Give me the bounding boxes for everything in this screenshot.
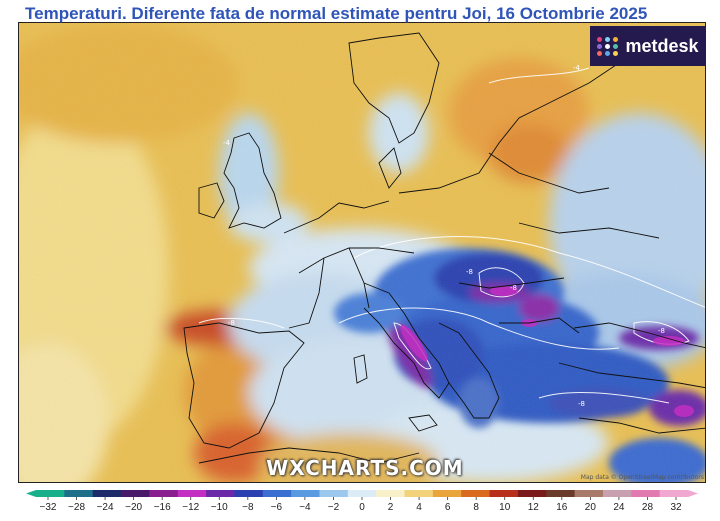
map-credit: Map data © OpenStreetMap contributors bbox=[580, 474, 704, 481]
map-title: Temperaturi. Diferente fata de normal es… bbox=[25, 4, 648, 23]
scale-tick-label: 8 bbox=[473, 502, 479, 513]
temperature-anomaly-map bbox=[18, 22, 706, 483]
scale-segment bbox=[432, 490, 462, 497]
color-scale-bar: −32 −28 −24 −20 −16 −12 −10 −8 −6 −4 −2 0 2 4 6 8 10 12 16… bbox=[26, 490, 698, 513]
scale-tick-label: 0 bbox=[359, 502, 365, 513]
scale-segment bbox=[319, 490, 349, 497]
scale-tick-label: −16 bbox=[154, 502, 171, 513]
logo-dot bbox=[605, 43, 611, 49]
scale-tick-label: 4 bbox=[416, 502, 422, 513]
scale-segment bbox=[92, 490, 122, 497]
scale-tick-label: 20 bbox=[585, 502, 597, 513]
scale-segment bbox=[262, 490, 292, 497]
scale-segment bbox=[347, 490, 377, 497]
scale-segment bbox=[546, 490, 576, 497]
scale-segment bbox=[376, 490, 406, 497]
map-canvas bbox=[19, 23, 705, 482]
scale-segment bbox=[404, 490, 434, 497]
scale-segment bbox=[659, 490, 689, 497]
scale-segment bbox=[121, 490, 150, 497]
scale-tick-label: −12 bbox=[182, 502, 199, 513]
scale-tick-label: −10 bbox=[211, 502, 228, 513]
scale-segment bbox=[291, 490, 320, 497]
scale-segment bbox=[177, 490, 207, 497]
scale-tick-label: −20 bbox=[125, 502, 142, 513]
scale-segment bbox=[517, 490, 547, 497]
scale-tick-label: 16 bbox=[556, 502, 568, 513]
metdesk-logo-icon bbox=[597, 36, 619, 56]
scale-segment bbox=[234, 490, 264, 497]
scale-tick-label: −28 bbox=[68, 502, 85, 513]
scale-arrow-right bbox=[688, 490, 698, 497]
metdesk-logo: metdesk bbox=[590, 26, 706, 66]
scale-segment bbox=[149, 490, 179, 497]
scale-tick-label: −2 bbox=[328, 502, 340, 513]
scale-segment bbox=[461, 490, 491, 497]
scale-tick-label: −4 bbox=[299, 502, 311, 513]
logo-dot bbox=[613, 36, 619, 42]
scale-tick-label: 12 bbox=[528, 502, 540, 513]
scale-tick-label: 6 bbox=[445, 502, 451, 513]
scale-tick-label: −6 bbox=[271, 502, 283, 513]
logo-dot bbox=[605, 36, 611, 42]
logo-dot bbox=[605, 50, 611, 56]
scale-tick-label: 24 bbox=[613, 502, 625, 513]
scale-tick-label: 28 bbox=[642, 502, 654, 513]
logo-dot bbox=[597, 43, 603, 49]
scale-segment bbox=[206, 490, 235, 497]
metdesk-logo-text: metdesk bbox=[625, 35, 699, 56]
scale-arrow-left bbox=[26, 490, 36, 497]
logo-dot bbox=[613, 50, 619, 56]
scale-segment bbox=[489, 490, 519, 497]
scale-segment bbox=[631, 490, 661, 497]
scale-tick-label: −8 bbox=[242, 502, 254, 513]
scale-tick-label: −32 bbox=[40, 502, 57, 513]
logo-dot bbox=[597, 36, 603, 42]
scale-tick-label: 32 bbox=[670, 502, 682, 513]
scale-segment bbox=[36, 490, 65, 497]
scale-segment bbox=[64, 490, 94, 497]
logo-dot bbox=[613, 43, 619, 49]
scale-segment bbox=[602, 490, 632, 497]
scale-tick-label: −24 bbox=[97, 502, 114, 513]
logo-dot bbox=[597, 50, 603, 56]
scale-tick-label: 2 bbox=[388, 502, 394, 513]
scale-tick-label: 10 bbox=[499, 502, 511, 513]
wxcharts-watermark: WXCHARTS.COM bbox=[266, 456, 464, 480]
scale-segment bbox=[574, 490, 604, 497]
